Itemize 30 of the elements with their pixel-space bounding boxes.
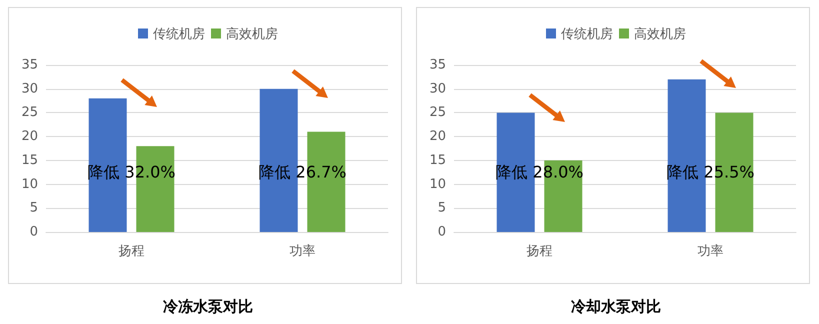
bar xyxy=(88,98,127,232)
y-tick-label: 10 xyxy=(21,176,38,192)
y-tick-label: 35 xyxy=(21,58,38,72)
legend-label: 传统机房 xyxy=(153,26,205,41)
legend-label: 高效机房 xyxy=(226,26,278,41)
x-tick-label: 功率 xyxy=(290,243,316,258)
x-tick-label: 功率 xyxy=(698,243,724,258)
bar xyxy=(260,88,298,232)
y-tick-label: 20 xyxy=(21,129,38,144)
y-tick-label: 10 xyxy=(429,176,446,192)
y-tick-label: 0 xyxy=(438,224,446,240)
y-tick-label: 15 xyxy=(429,152,446,168)
legend-label: 传统机房 xyxy=(561,26,613,41)
y-tick-label: 30 xyxy=(21,81,38,96)
y-tick-label: 5 xyxy=(438,200,446,216)
x-tick-label: 扬程 xyxy=(526,243,552,258)
y-tick-label: 0 xyxy=(30,224,38,240)
bar xyxy=(496,112,535,232)
bar xyxy=(668,79,706,232)
y-tick-label: 25 xyxy=(21,105,38,120)
y-tick-label: 15 xyxy=(21,152,38,168)
text: 冷冻水泵对比 xyxy=(163,298,253,316)
y-tick-label: 35 xyxy=(429,58,446,72)
y-tick-label: 25 xyxy=(429,105,446,120)
text: 冷却水泵对比 xyxy=(571,298,661,316)
y-tick-label: 5 xyxy=(30,200,38,216)
y-tick-label: 30 xyxy=(429,81,446,96)
x-tick-label: 扬程 xyxy=(118,243,144,258)
legend-label: 高效机房 xyxy=(634,26,686,41)
y-tick-label: 20 xyxy=(429,129,446,144)
